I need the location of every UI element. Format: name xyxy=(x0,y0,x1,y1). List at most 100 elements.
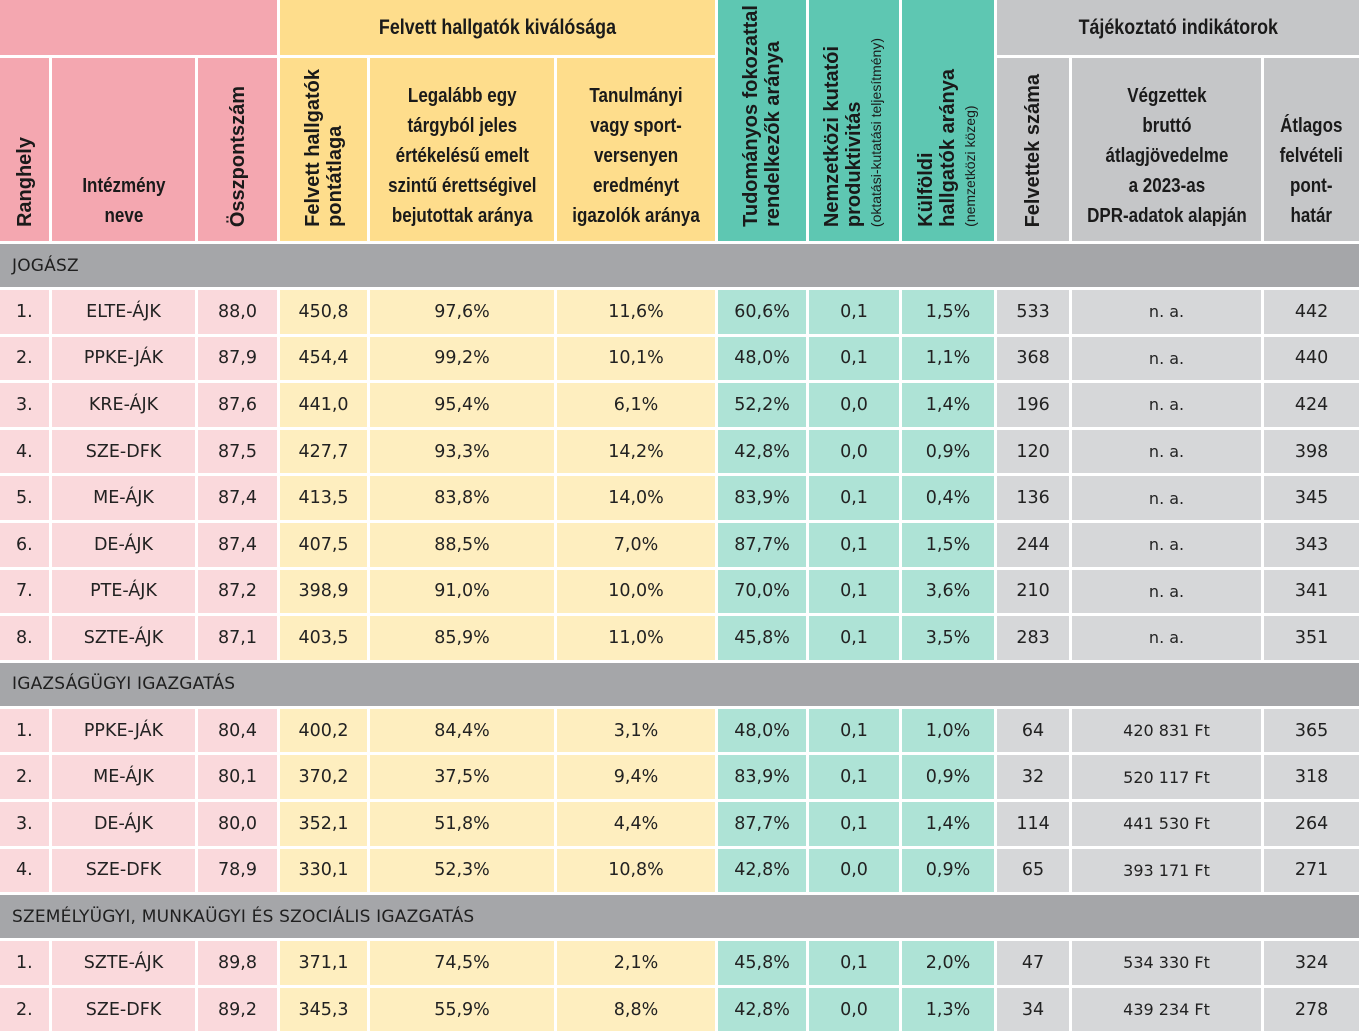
cell-rank: 2. xyxy=(0,755,52,802)
cell-avg-points: 371,1 xyxy=(280,941,370,988)
table-row: 5. ME-ÁJK 87,4 413,5 83,8% 14,0% 83,9% 0,1 0,4% 1… xyxy=(0,476,1359,523)
cell-competition: 9,4% xyxy=(557,755,719,802)
cell-rank: 6. xyxy=(0,522,52,570)
cell-foreign-students: 0,4% xyxy=(902,476,998,523)
cell-foreign-students: 2,0% xyxy=(902,941,998,988)
cell-admitted: 114 xyxy=(997,801,1073,849)
cell-intl-research: 0,1 xyxy=(809,616,903,663)
table-row: 8. SZTE-ÁJK 87,1 403,5 85,9% 11,0% 45,8% 0,1 3,5… xyxy=(0,616,1359,663)
cell-income: n. a. xyxy=(1072,569,1265,617)
cell-excellent-exam: 52,3% xyxy=(370,848,557,896)
cell-income: 393 171 Ft xyxy=(1072,848,1265,896)
cell-competition: 10,1% xyxy=(557,336,719,384)
cell-excellent-exam: 88,5% xyxy=(370,522,557,570)
cell-institution: PPKE-JÁK xyxy=(52,708,198,756)
cell-intl-research: 0,1 xyxy=(809,708,903,756)
cell-competition: 4,4% xyxy=(557,801,719,849)
col-header-admitted: Felvettek száma xyxy=(997,58,1073,244)
cell-intl-research: 0,1 xyxy=(809,476,903,523)
col-header-rank: Ranghely xyxy=(0,58,52,244)
table-row: 1. PPKE-JÁK 80,4 400,2 84,4% 3,1% 48,0% 0,1 1,0%… xyxy=(0,708,1359,756)
cell-phd-ratio: 87,7% xyxy=(718,522,810,570)
cell-phd-ratio: 42,8% xyxy=(718,848,810,896)
cell-income: n. a. xyxy=(1072,429,1265,477)
cell-income: 441 530 Ft xyxy=(1072,801,1265,849)
cell-competition: 6,1% xyxy=(557,383,719,430)
cell-cutoff: 440 xyxy=(1264,336,1359,384)
cell-institution: SZE-DFK xyxy=(52,987,198,1035)
section-title: IGAZSÁGÜGYI IGAZGATÁS xyxy=(0,662,1359,709)
cell-income: 439 234 Ft xyxy=(1072,987,1265,1035)
col-header-foreign-students: Külföldi hallgatók aránya (nemzetközi köze… xyxy=(902,0,998,244)
cell-intl-research: 0,0 xyxy=(809,987,903,1035)
cell-rank: 7. xyxy=(0,569,52,617)
cell-cutoff: 343 xyxy=(1264,522,1359,570)
col-header-intl-research: Nemzetközi kutatói produktivitás (oktatási… xyxy=(809,0,903,244)
cell-income: n. a. xyxy=(1072,336,1265,384)
cell-avg-points: 403,5 xyxy=(280,616,370,663)
cell-rank: 2. xyxy=(0,987,52,1035)
cell-institution: ME-ÁJK xyxy=(52,755,198,802)
cell-total: 87,5 xyxy=(198,429,280,477)
cell-competition: 10,0% xyxy=(557,569,719,617)
cell-admitted: 210 xyxy=(997,569,1073,617)
cell-total: 89,8 xyxy=(198,941,280,988)
cell-rank: 2. xyxy=(0,336,52,384)
cell-cutoff: 318 xyxy=(1264,755,1359,802)
cell-foreign-students: 1,0% xyxy=(902,708,998,756)
table-row: 3. KRE-ÁJK 87,6 441,0 95,4% 6,1% 52,2% 0,0 1,4% 1… xyxy=(0,383,1359,430)
cell-cutoff: 345 xyxy=(1264,476,1359,523)
cell-avg-points: 370,2 xyxy=(280,755,370,802)
cell-competition: 3,1% xyxy=(557,708,719,756)
cell-phd-ratio: 48,0% xyxy=(718,708,810,756)
cell-admitted: 120 xyxy=(997,429,1073,477)
table-row: 2. PPKE-JÁK 87,9 454,4 99,2% 10,1% 48,0% 0,1 1,1… xyxy=(0,336,1359,384)
cell-rank: 5. xyxy=(0,476,52,523)
cell-avg-points: 441,0 xyxy=(280,383,370,430)
cell-income: n. a. xyxy=(1072,522,1265,570)
cell-competition: 11,0% xyxy=(557,616,719,663)
cell-intl-research: 0,1 xyxy=(809,755,903,802)
cell-cutoff: 341 xyxy=(1264,569,1359,617)
cell-rank: 4. xyxy=(0,429,52,477)
cell-excellent-exam: 83,8% xyxy=(370,476,557,523)
cell-institution: SZE-DFK xyxy=(52,429,198,477)
cell-intl-research: 0,1 xyxy=(809,290,903,337)
cell-income: n. a. xyxy=(1072,383,1265,430)
cell-competition: 2,1% xyxy=(557,941,719,988)
cell-income: n. a. xyxy=(1072,290,1265,337)
cell-total: 88,0 xyxy=(198,290,280,337)
cell-total: 80,1 xyxy=(198,755,280,802)
cell-total: 89,2 xyxy=(198,987,280,1035)
column-header-row: Ranghely Intézmény neve Összpontszám Felv… xyxy=(0,58,1359,244)
cell-rank: 3. xyxy=(0,801,52,849)
cell-excellent-exam: 51,8% xyxy=(370,801,557,849)
table-row: 6. DE-ÁJK 87,4 407,5 88,5% 7,0% 87,7% 0,1 1,5% 24… xyxy=(0,522,1359,570)
cell-foreign-students: 1,3% xyxy=(902,987,998,1035)
cell-institution: SZTE-ÁJK xyxy=(52,941,198,988)
table-row: 4. SZE-DFK 87,5 427,7 93,3% 14,2% 42,8% 0,0 0,9%… xyxy=(0,429,1359,477)
cell-institution: PTE-ÁJK xyxy=(52,569,198,617)
cell-excellent-exam: 97,6% xyxy=(370,290,557,337)
cell-rank: 1. xyxy=(0,290,52,337)
cell-excellent-exam: 74,5% xyxy=(370,941,557,988)
cell-institution: ELTE-ÁJK xyxy=(52,290,198,337)
cell-intl-research: 0,0 xyxy=(809,848,903,896)
cell-foreign-students: 1,4% xyxy=(902,383,998,430)
cell-total: 87,6 xyxy=(198,383,280,430)
cell-admitted: 283 xyxy=(997,616,1073,663)
cell-cutoff: 442 xyxy=(1264,290,1359,337)
cell-excellent-exam: 99,2% xyxy=(370,336,557,384)
cell-total: 87,4 xyxy=(198,476,280,523)
cell-phd-ratio: 60,6% xyxy=(718,290,810,337)
cell-avg-points: 400,2 xyxy=(280,708,370,756)
table-body: JOGÁSZ 1. ELTE-ÁJK 88,0 450,8 97,6% 11,6% 60,6%… xyxy=(0,244,1359,1035)
cell-admitted: 368 xyxy=(997,336,1073,384)
cell-excellent-exam: 84,4% xyxy=(370,708,557,756)
cell-competition: 11,6% xyxy=(557,290,719,337)
group-header-excellence: Felvett hallgatók kiválósága xyxy=(280,0,719,58)
cell-excellent-exam: 37,5% xyxy=(370,755,557,802)
cell-competition: 14,2% xyxy=(557,429,719,477)
cell-phd-ratio: 87,7% xyxy=(718,801,810,849)
